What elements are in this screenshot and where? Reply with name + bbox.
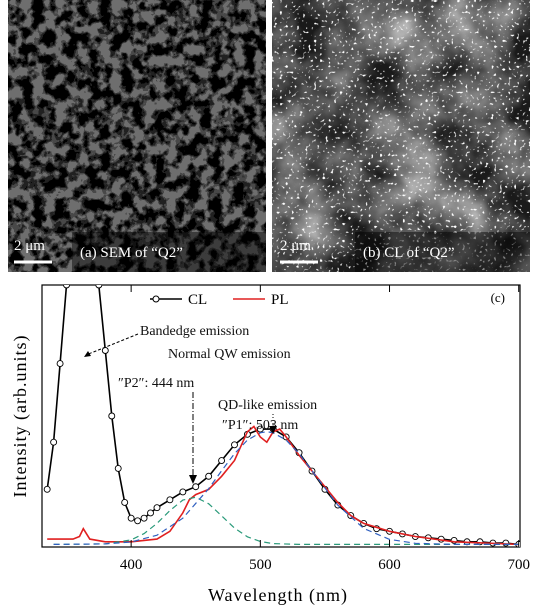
data-point [148,510,154,516]
data-point [219,458,225,464]
legend-marker [153,296,159,302]
sem-image: 2 μm (a) SEM of “Q2” [8,0,266,272]
data-point [193,484,199,490]
x-tick-label: 400 [120,557,143,573]
panel-label: (c) [491,290,505,305]
data-point [231,442,237,448]
data-point [141,515,147,521]
figure: 2 μm (a) SEM of “Q2” 2 μm (b) CL of “Q2”… [0,0,537,606]
cl-image: 2 μm (b) CL of “Q2” [272,0,530,272]
data-point [154,505,160,511]
x-tick-label: 700 [507,557,530,573]
x-axis-title: Wavelength (nm) [208,585,348,606]
legend-label: CL [188,292,207,308]
data-point [115,465,121,471]
data-point [44,486,50,492]
x-tick-label: 500 [249,557,272,573]
data-point [109,413,115,419]
arrow-head [84,351,91,357]
scale-label: 2 μm [280,238,311,254]
data-point [96,282,102,288]
image-caption: (b) CL of “Q2” [363,245,455,261]
data-point [167,497,173,503]
annotation: ″P2″: 444 nm [118,376,194,391]
arrow-head [189,475,197,484]
fit-curve [54,432,519,545]
x-tick-label: 600 [378,557,401,573]
data-point [135,518,141,524]
data-point [180,489,186,495]
y-axis-title: Intensity (arb.units) [10,335,31,498]
annotation: QD-like emission [218,398,317,413]
annotation: ″P1″: 503 nm [222,418,298,433]
annotation-arrow [86,334,138,355]
image-caption: (a) SEM of “Q2” [80,245,183,261]
legend-label: PL [271,292,289,308]
annotation: Bandedge emission [140,324,249,339]
scale-label: 2 μm [14,238,45,254]
data-point [128,515,134,521]
data-point [206,473,212,479]
data-point [122,499,128,505]
annotation: Normal QW emission [168,347,291,362]
data-point [51,439,57,445]
data-point [64,282,70,288]
data-line [47,427,519,545]
data-point [57,361,63,367]
